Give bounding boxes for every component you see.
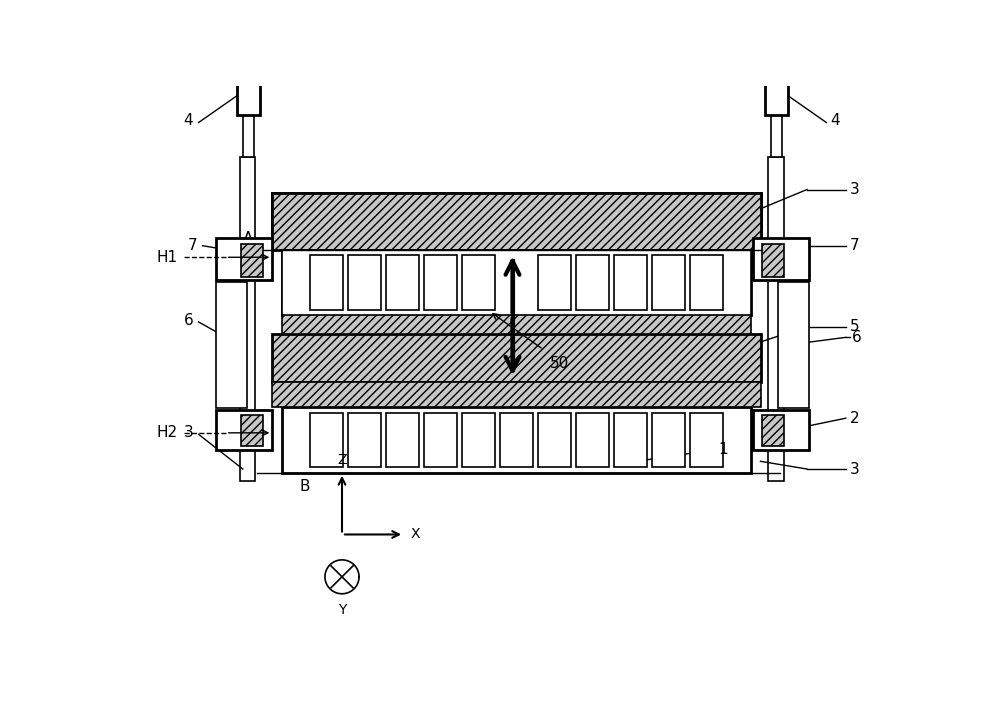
Bar — [237, 73, 260, 115]
Bar — [216, 410, 272, 450]
Bar — [771, 111, 782, 157]
Bar — [652, 413, 685, 468]
Bar — [310, 255, 343, 309]
Bar — [386, 255, 419, 309]
Bar — [690, 255, 723, 309]
Bar — [614, 255, 647, 309]
Bar — [538, 255, 571, 309]
Text: 7: 7 — [188, 238, 198, 253]
Text: 3: 3 — [850, 182, 859, 197]
Bar — [576, 255, 609, 309]
Bar — [778, 282, 809, 408]
Text: H1: H1 — [157, 250, 178, 265]
Bar — [424, 255, 457, 309]
Text: 3: 3 — [850, 461, 859, 476]
Bar — [272, 382, 761, 407]
Text: 1: 1 — [718, 442, 728, 457]
Text: 7: 7 — [850, 238, 859, 253]
Bar — [652, 255, 685, 309]
Bar — [241, 415, 263, 446]
Text: X: X — [410, 528, 420, 541]
Bar — [216, 238, 272, 280]
Bar — [272, 193, 761, 243]
Text: 6: 6 — [852, 330, 862, 345]
Bar — [462, 255, 495, 309]
Text: 50: 50 — [550, 356, 569, 371]
Bar — [462, 255, 495, 309]
Text: 6: 6 — [183, 313, 193, 328]
Bar — [753, 410, 809, 450]
Bar — [241, 244, 263, 277]
Bar — [690, 413, 723, 468]
Bar — [538, 413, 571, 468]
Bar — [282, 250, 751, 315]
Bar — [538, 255, 571, 309]
Bar — [576, 413, 609, 468]
Text: 4: 4 — [830, 113, 840, 128]
Bar — [652, 255, 685, 309]
Bar — [576, 255, 609, 309]
Bar — [386, 413, 419, 468]
Bar — [243, 111, 254, 157]
Bar — [500, 413, 533, 468]
Bar — [386, 255, 419, 309]
Text: Y: Y — [338, 603, 346, 617]
Bar — [424, 255, 457, 309]
Bar — [614, 255, 647, 309]
Bar — [690, 255, 723, 309]
Bar — [282, 304, 751, 334]
Bar — [272, 193, 761, 250]
Bar — [272, 334, 761, 382]
Bar — [765, 73, 788, 115]
Text: 3: 3 — [183, 426, 193, 441]
Bar — [282, 250, 751, 315]
Bar — [216, 282, 247, 408]
Text: 2: 2 — [850, 411, 859, 426]
Bar — [240, 157, 255, 481]
Bar — [282, 407, 751, 473]
Text: B: B — [299, 479, 310, 494]
Text: A: A — [242, 232, 253, 247]
Bar — [348, 255, 381, 309]
Bar — [310, 413, 343, 468]
Bar — [310, 255, 343, 309]
Bar — [614, 413, 647, 468]
Text: Z: Z — [337, 453, 347, 467]
Bar — [762, 244, 784, 277]
Bar — [272, 243, 761, 250]
Bar — [348, 255, 381, 309]
Bar — [462, 413, 495, 468]
Bar — [348, 413, 381, 468]
Bar — [753, 238, 809, 280]
Bar — [762, 415, 784, 446]
Text: 5: 5 — [850, 319, 859, 334]
Text: H2: H2 — [157, 426, 178, 441]
Bar — [424, 413, 457, 468]
Bar — [768, 157, 784, 481]
Text: 4: 4 — [184, 113, 193, 128]
